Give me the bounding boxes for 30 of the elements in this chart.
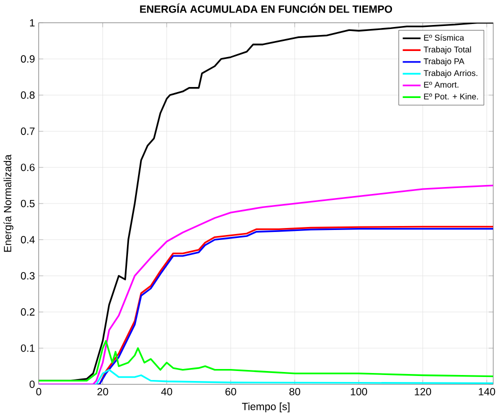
x-tick-label: 120 — [414, 388, 432, 396]
y-tick-label: 0.6 — [20, 164, 35, 172]
line-series — [38, 184, 494, 384]
x-tick-label: 20 — [97, 388, 108, 396]
y-tick-label: 0.5 — [20, 200, 35, 208]
y-tick-label: 0.4 — [20, 236, 35, 244]
legend-label: Trabajo PA — [424, 58, 464, 66]
x-tick-label: 100 — [350, 388, 368, 396]
line-series — [38, 340, 494, 382]
y-tick-label: 0.8 — [20, 92, 35, 99]
y-tick-label: 0.1 — [20, 344, 35, 352]
x-tick-label: 140 — [478, 388, 496, 396]
y-tick-label: 0.3 — [20, 272, 35, 280]
chart-title: ENERGÍA ACUMULADA EN FUNCIÓN DEL TIEMPO — [140, 4, 392, 13]
y-tick-label: 0.9 — [20, 55, 35, 63]
legend-label: Eº Amort. — [424, 82, 458, 88]
legend-label: Eº Sísmica — [424, 34, 464, 41]
legend-label: Trabajo Total — [424, 46, 471, 54]
x-tick-label: 80 — [289, 388, 300, 396]
legend-label: Eº Pot. + Kine. — [424, 93, 478, 100]
y-tick-label: 0.7 — [20, 128, 35, 136]
x-tick-label: 0 — [36, 388, 42, 396]
x-axis-title: Tiempo [s] — [242, 402, 290, 412]
y-tick-label: 1 — [30, 19, 35, 26]
legend-label: Trabajo Arrios. — [424, 70, 478, 78]
x-tick-label: 60 — [225, 388, 236, 396]
y-tick-label: 0 — [30, 380, 35, 388]
x-tick-label: 40 — [161, 388, 172, 396]
y-tick-label: 0.2 — [20, 308, 35, 316]
y-axis-title: Energía Normalizada — [3, 154, 14, 252]
